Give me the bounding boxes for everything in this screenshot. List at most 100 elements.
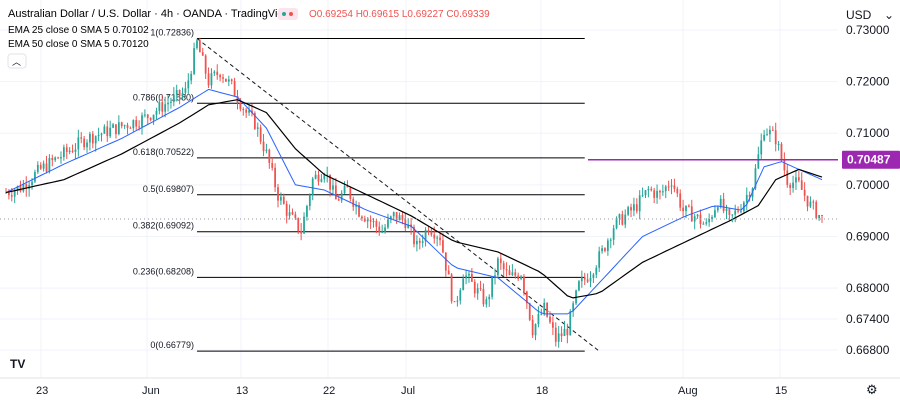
candle-body [297, 217, 300, 232]
candle-body [702, 223, 705, 225]
candle-body [282, 196, 285, 204]
ema50-line [5, 99, 823, 299]
candle-body [488, 296, 491, 300]
candle-body [644, 190, 647, 196]
candle-body [552, 322, 554, 328]
candle-body [204, 55, 207, 74]
price-tick-label: 0.72000 [846, 75, 890, 89]
candle-body [89, 133, 91, 143]
time-axis[interactable]: 23 Jun 13 22 Jul 18 Aug 15 [36, 385, 787, 397]
ohlc-values: O0.69254 H0.69615 L0.69227 C0.69339 [309, 9, 490, 20]
candle-body [806, 195, 809, 207]
currency-dropdown-icon[interactable]: ⌄ [884, 8, 894, 22]
price-axis[interactable]: 0.73000 0.72000 0.71000 0.70000 0.69000 0.680… [846, 23, 890, 357]
candle-body [57, 157, 59, 159]
candle-body [170, 101, 172, 103]
price-tick-label: 0.66800 [846, 343, 890, 357]
time-tick-label: Jul [401, 385, 415, 397]
ema50-indicator[interactable]: EMA 50 close 0 SMA 5 0.70120 [8, 39, 149, 50]
trend-line[interactable] [196, 38, 600, 352]
candle-body [737, 210, 739, 212]
time-tick-label: 23 [36, 385, 48, 397]
candle-body [323, 175, 326, 180]
candle-body [508, 270, 511, 276]
candle-body [722, 198, 725, 211]
settings-gear-icon[interactable]: ⚙ [866, 382, 878, 397]
candle-body [311, 178, 314, 196]
symbol-title[interactable]: Australian Dollar / U.S. Dollar · 4h · O… [8, 8, 292, 20]
candle-body [227, 79, 230, 82]
candle-body [740, 211, 742, 213]
candle-body [719, 198, 722, 208]
candle-body [815, 202, 818, 219]
time-tick-label: Aug [678, 385, 698, 397]
candle-body [494, 275, 496, 277]
candle-body [606, 240, 609, 251]
candle-body [560, 333, 563, 337]
candle-body [83, 138, 86, 148]
candle-body [803, 189, 806, 196]
candle-body [789, 184, 792, 188]
candle-body [13, 190, 16, 197]
candle-body [413, 227, 415, 245]
candle-body [679, 193, 682, 208]
candle-body [109, 127, 112, 137]
candle-body [366, 219, 369, 222]
candle-body [346, 186, 349, 188]
candle-body [320, 179, 323, 182]
candle-body [633, 204, 635, 211]
candle-body [71, 150, 74, 152]
candle-body [54, 157, 57, 161]
candle-body [731, 214, 734, 216]
candle-body [117, 122, 120, 135]
price-tick-label: 0.71000 [846, 126, 890, 140]
candle-body [583, 277, 586, 280]
candle-body [219, 75, 222, 78]
collapse-legend-button[interactable] [7, 53, 27, 69]
ema25-indicator[interactable]: EMA 25 close 0 SMA 5 0.70102 [8, 25, 149, 36]
market-status-icon[interactable] [278, 8, 298, 20]
candle-body [450, 274, 453, 302]
candle-body [589, 277, 592, 282]
candle-body [355, 205, 358, 207]
candle-body [271, 162, 274, 168]
candle-body [51, 157, 54, 161]
candle-body [100, 133, 103, 135]
candle-body [233, 80, 236, 96]
fib-level-label: 0.618(0.70522) [133, 147, 194, 157]
candle-body [300, 231, 303, 234]
fibonacci-retracement[interactable]: 1(0.72836) 0.786(0.71580) 0.618(0.70522) 0.… [133, 27, 585, 352]
candle-body [667, 186, 670, 188]
candle-body [470, 273, 473, 282]
candle-body [36, 164, 39, 173]
candle-body [384, 227, 386, 232]
candle-body [476, 288, 479, 294]
candle-body [572, 303, 575, 312]
price-tick-label: 0.73000 [846, 23, 890, 37]
candle-body [112, 124, 114, 128]
candle-body [361, 216, 363, 219]
time-tick-label: 22 [323, 385, 335, 397]
candle-body [800, 180, 803, 190]
candle-body [491, 276, 494, 297]
tradingview-logo[interactable]: TV [10, 357, 25, 371]
candle-body [436, 237, 439, 239]
candle-body [693, 216, 696, 222]
candle-body [314, 174, 317, 179]
currency-label[interactable]: USD [846, 8, 872, 22]
candle-body [546, 302, 548, 317]
candle-body [462, 278, 465, 291]
candle-body [317, 174, 320, 182]
candle-body [554, 327, 557, 342]
candle-body [647, 188, 650, 191]
candle-body [795, 177, 797, 183]
candle-body [407, 224, 410, 228]
candle-body [520, 276, 522, 279]
candle-body [277, 187, 279, 201]
candle-body [505, 269, 508, 271]
candle-body [618, 214, 621, 219]
candle-body [146, 114, 149, 118]
candle-body [167, 102, 169, 105]
candle-body [442, 240, 444, 253]
